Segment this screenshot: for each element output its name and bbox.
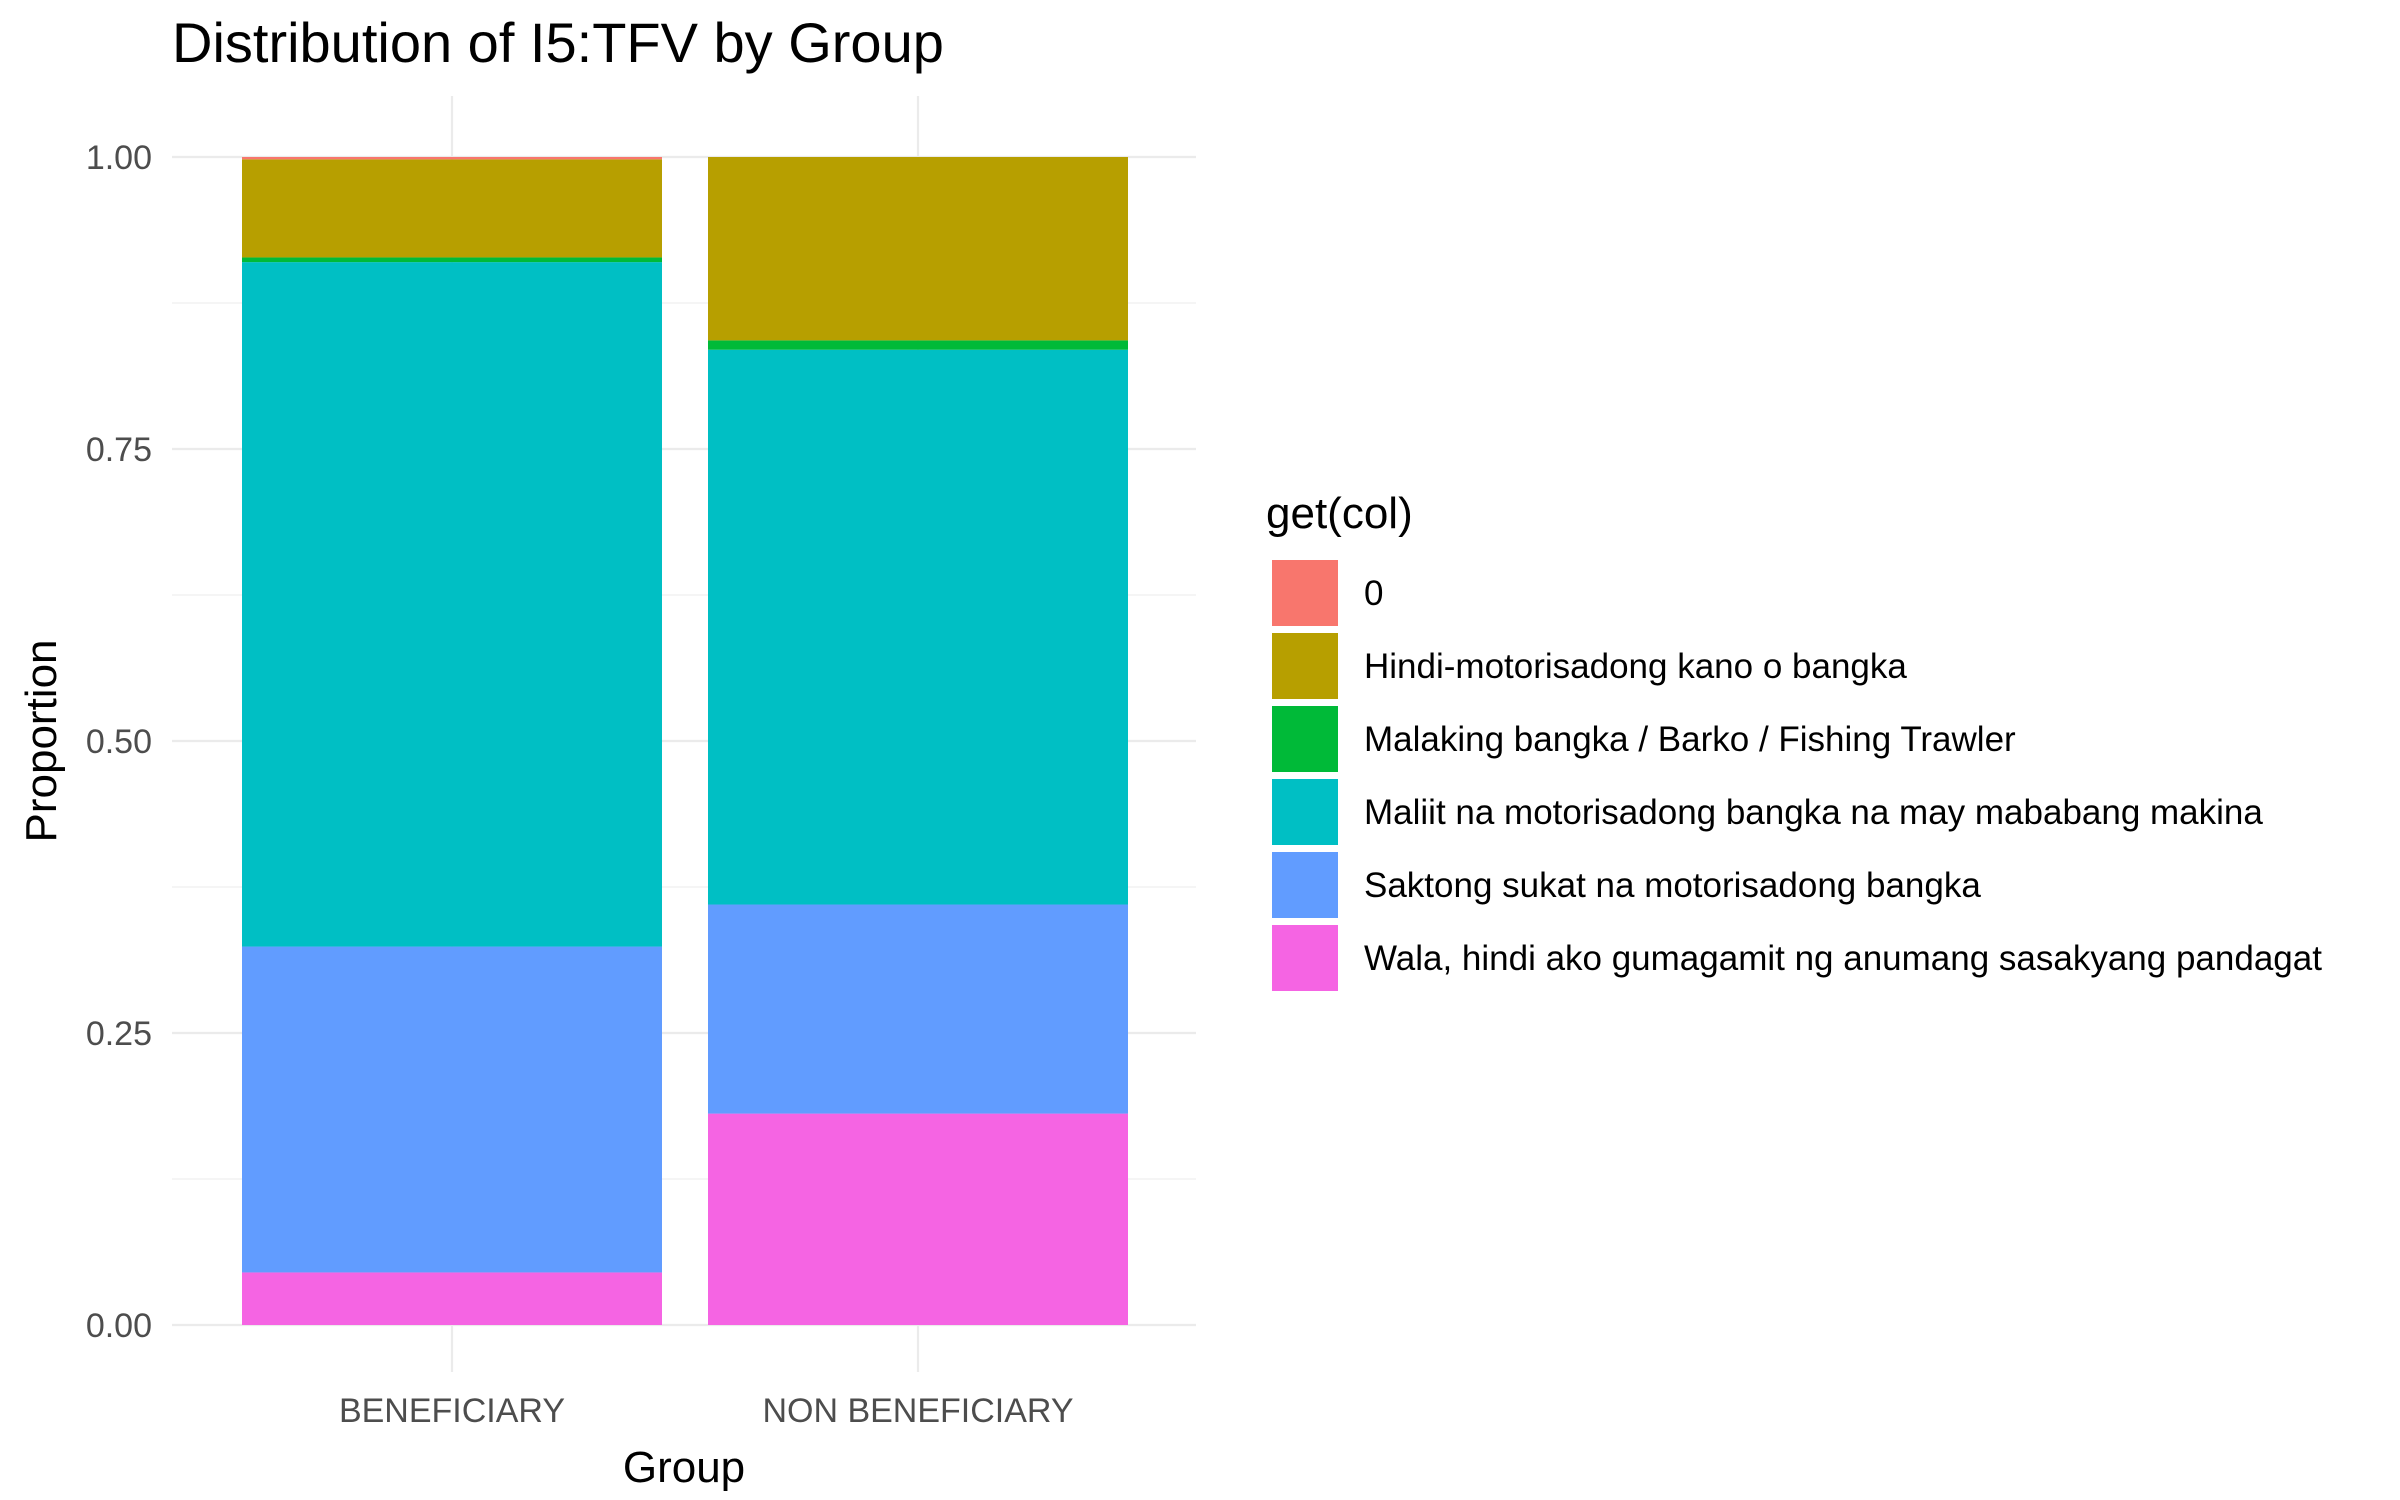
y-tick-label: 1.00: [86, 139, 152, 177]
y-tick-label: 0.50: [86, 723, 152, 761]
legend-key: [1272, 633, 1338, 699]
bar-segment: [708, 340, 1128, 350]
bar-segment: [242, 946, 662, 1273]
y-tick-label: 0.00: [86, 1307, 152, 1345]
y-tick-label: 0.75: [86, 431, 152, 469]
x-tick-label: NON BENEFICIARY: [762, 1392, 1073, 1430]
bar-segment: [708, 157, 1128, 341]
legend-label: Hindi-motorisadong kano o bangka: [1364, 647, 1907, 686]
y-tick-label: 0.25: [86, 1015, 152, 1053]
legend-label: Wala, hindi ako gumagamit ng anumang sas…: [1364, 939, 2322, 978]
legend-key: [1272, 852, 1338, 918]
bar-segment: [708, 904, 1128, 1114]
y-tick-labels: 0.00 0.25 0.50 0.75 1.00: [86, 139, 152, 1345]
y-axis-title: Proportion: [17, 639, 66, 842]
legend-items: 0 Hindi-motorisadong kano o bangka Malakin…: [1272, 560, 2322, 991]
bar-segment: [242, 1272, 662, 1325]
bar-segment: [242, 257, 662, 263]
legend-title: get(col): [1266, 489, 1413, 538]
legend-key: [1272, 779, 1338, 845]
legend-key: [1272, 560, 1338, 626]
bar-segment: [242, 262, 662, 947]
x-tick-label: BENEFICIARY: [339, 1392, 565, 1430]
legend-key: [1272, 925, 1338, 991]
chart-title: Distribution of I5:TFV by Group: [172, 11, 944, 74]
legend-key: [1272, 706, 1338, 772]
bar-segment: [708, 349, 1128, 905]
legend-label: Saktong sukat na motorisadong bangka: [1364, 866, 1981, 905]
legend-label: Maliit na motorisadong bangka na may mab…: [1364, 793, 2263, 832]
x-axis-title: Group: [623, 1443, 745, 1492]
x-tick-labels: BENEFICIARY NON BENEFICIARY: [339, 1392, 1074, 1430]
legend: get(col) 0 Hindi-motorisadong kano o bang…: [1266, 489, 2322, 991]
legend-label: 0: [1364, 574, 1383, 613]
bars: [242, 157, 1128, 1325]
legend-label: Malaking bangka / Barko / Fishing Trawle…: [1364, 720, 2016, 759]
bar-segment: [708, 1113, 1128, 1325]
bar-segment: [242, 159, 662, 258]
bar-segment: [242, 157, 662, 160]
